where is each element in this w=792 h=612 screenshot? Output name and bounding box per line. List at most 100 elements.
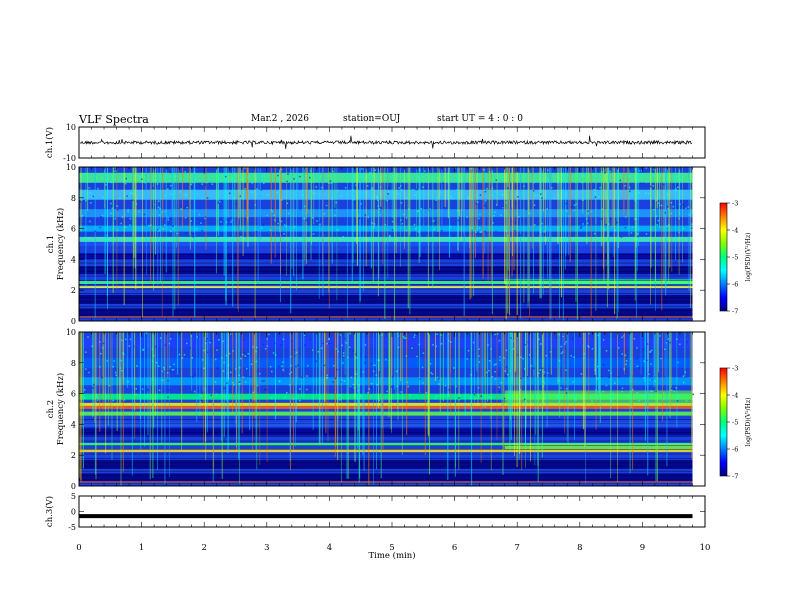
ch2-spec-speckle: [605, 350, 608, 352]
ch1-spec-speckle: [273, 214, 275, 216]
ch2-spec-speckle: [209, 341, 211, 344]
ch2-spec-speckle: [625, 363, 627, 366]
ch1-spec-speckle: [176, 232, 179, 235]
ch2-spec-speckle: [215, 347, 217, 350]
ch2-spec-speckle: [299, 399, 301, 402]
ch2-spec-speckle: [470, 374, 472, 376]
ch1-spec-speckle: [476, 201, 479, 203]
ch2-spec-speckle: [524, 346, 527, 348]
ch2-spec-speckle: [311, 349, 314, 351]
ch2-spec-speckle: [164, 344, 166, 346]
ch1-spec-speckle: [604, 172, 606, 174]
ch2-spec-speckle: [651, 349, 653, 352]
ch2-spec-speckle: [214, 381, 217, 383]
ch1-spec-speckle: [546, 208, 548, 210]
ch2-spec-speckle: [125, 338, 127, 341]
ch2-spec-speckle: [655, 390, 657, 393]
ch1-spec-speckle: [431, 178, 433, 180]
station-label: station=OUJ: [343, 114, 401, 124]
ch2-spec-speckle: [527, 341, 529, 343]
ch2-spec-speckle: [538, 338, 540, 340]
ch1-spec-speckle: [357, 215, 359, 217]
ch2-spec-speckle: [271, 397, 273, 399]
ch1-spec-speckle: [384, 223, 386, 226]
ch2-spec-speckle: [163, 368, 165, 370]
ch2-spec-speckle: [306, 388, 308, 391]
ch2-spec-speckle: [440, 334, 442, 336]
ch1-spec-speckle: [541, 222, 543, 225]
ch2-spec-speckle: [214, 358, 217, 361]
ch2-spec-speckle: [290, 371, 293, 374]
ch1-spec-speckle: [609, 170, 611, 173]
ch1-spec-speckle: [400, 219, 402, 221]
ch1-spec-band: [79, 225, 693, 232]
ch1-spec-speckle: [431, 223, 433, 225]
ch1-spec-speckle: [658, 204, 661, 207]
ch1-spec-speckle: [190, 220, 192, 222]
ch2-spec-speckle: [243, 338, 246, 341]
ch1-spec-speckle: [676, 184, 678, 187]
ch2-spec-speckle: [362, 371, 364, 373]
ch1-spec-speckle: [167, 188, 169, 190]
ch1-spec-speckle: [636, 177, 638, 179]
ch2-spec-speckle: [92, 387, 94, 389]
ch1-spec-speckle: [668, 224, 670, 226]
ch1-spec-speckle: [597, 196, 600, 198]
ch1-spec-speckle: [342, 236, 345, 238]
ch1-spec-speckle: [116, 209, 119, 211]
ch2-spec-speckle: [431, 373, 434, 375]
ch2-spec-speckle: [422, 382, 424, 384]
ch2-spec-speckle: [504, 370, 506, 372]
ch1-colorbar-label: log(PSD)(V²/Hz): [745, 233, 752, 282]
ch2-spec-speckle: [295, 365, 297, 368]
ch2-spec-speckle: [304, 344, 306, 346]
ch1-spec-speckle: [484, 190, 487, 193]
ch1-spec-speckle: [150, 224, 152, 226]
ch2-spec-speckle: [588, 346, 590, 348]
ch2-spec-speckle: [503, 397, 506, 400]
ch2-spec-speckle: [173, 363, 175, 366]
ch2-spec-speckle: [306, 375, 308, 377]
ch2-spec-speckle: [634, 358, 637, 360]
ch1-spec-speckle: [180, 208, 182, 210]
ch2-spec-speckle: [282, 369, 284, 371]
ch1-spec-speckle: [99, 226, 101, 229]
ch2-spec-speckle: [181, 357, 184, 359]
ch2-spec-band: [79, 357, 693, 368]
ch2-spec-speckle: [216, 367, 219, 370]
ch1-spec-speckle: [413, 223, 416, 226]
ch2-spec-speckle: [572, 338, 574, 340]
ch1-spec-speckle: [540, 193, 542, 195]
ch2-spec-speckle: [523, 368, 526, 370]
ch2-spec-speckle: [555, 337, 558, 339]
ch2-spec-speckle: [262, 343, 264, 346]
ch2-spec-speckle: [636, 347, 638, 349]
ch1-spec-speckle: [679, 203, 681, 205]
ch1-spec-speckle: [230, 221, 232, 223]
ch2-spec-speckle: [152, 354, 155, 357]
ch2-spec-speckle: [189, 347, 191, 349]
ch2-spec-speckle: [99, 366, 101, 368]
ch1-spec-speckle: [647, 192, 650, 195]
ch1-spec-speckle: [620, 236, 623, 238]
ch2-spec-speckle: [238, 381, 241, 383]
ch2-spec-speckle: [587, 345, 589, 347]
ch3-waveform-panel: 5 0 -5 ch.3(V) 0 1 2 3 4 5 6 7 8 9 10 Time (min): [44, 492, 710, 561]
ch1-spec-speckle: [330, 182, 332, 184]
ch1-spec-speckle: [502, 206, 504, 209]
ch1-spec-speckle: [132, 199, 134, 201]
ch1-colorbar-tick-label: -3: [732, 200, 738, 208]
x-tick-label: 9: [640, 543, 645, 553]
ch2-spec-speckle: [221, 357, 223, 359]
ch2-spec-speckle: [339, 395, 341, 397]
ch2-spec-band: [79, 449, 693, 453]
ch1-colorbar-gradient: [719, 202, 728, 312]
ch1-spec-ytick-label: 8: [71, 194, 76, 203]
ch2-spec-speckle: [169, 370, 171, 372]
ch2-spec-speckle: [682, 381, 685, 384]
ch1-spec-speckle: [652, 185, 654, 187]
ch1-spec-speckle: [97, 187, 99, 190]
ch2-spec-speckle: [281, 365, 283, 368]
ch2-spec-speckle: [646, 343, 649, 345]
ch1-spec-speckle: [116, 229, 119, 231]
